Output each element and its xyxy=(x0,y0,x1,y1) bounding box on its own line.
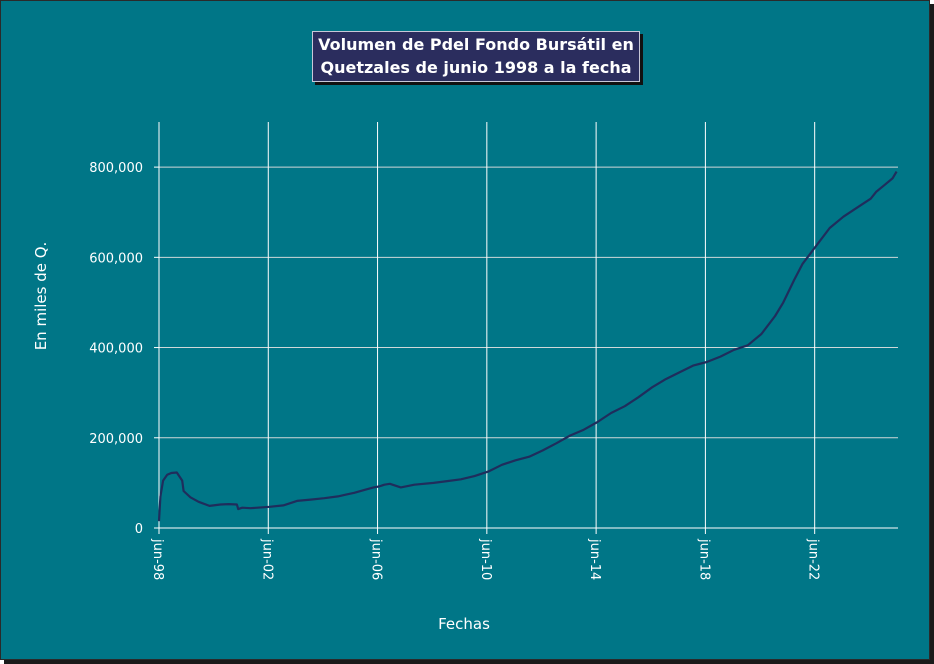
chart-title-line-2: Quetzales de junio 1998 a la fecha xyxy=(320,58,632,77)
y-tick-labels: 0 200,000 400,000 600,000 800,000 xyxy=(89,161,143,537)
x-tick-label: jun-98 xyxy=(150,538,165,580)
series-layer xyxy=(157,171,898,522)
y-tick-label: 200,000 xyxy=(89,432,143,447)
x-tick-label: jun-10 xyxy=(478,538,493,580)
grid-lines xyxy=(159,122,898,528)
chart-title: Volumen de Pdel Fondo Bursátil en Quetza… xyxy=(312,31,640,82)
y-tick-label: 600,000 xyxy=(89,251,143,266)
x-tick-label: jun-06 xyxy=(369,538,384,580)
x-tick-label: jun-14 xyxy=(587,538,602,580)
y-tick-label: 800,000 xyxy=(89,161,143,176)
y-tick-label: 0 xyxy=(135,522,143,537)
x-tick-label: jun-02 xyxy=(259,538,274,580)
y-axis-label: En miles de Q. xyxy=(32,242,50,351)
x-axis-label: Fechas xyxy=(438,615,490,633)
y-tick-label: 400,000 xyxy=(89,342,143,357)
x-tick-labels: jun-98 jun-02 jun-06 jun-10 jun-14 jun-18 jun-… xyxy=(150,538,821,580)
series-line xyxy=(157,171,898,522)
chart-title-line-1: Volumen de Pdel Fondo Bursátil en xyxy=(318,35,634,54)
x-tick-label: jun-18 xyxy=(696,538,711,580)
axes xyxy=(154,122,898,534)
x-tick-label: jun-22 xyxy=(806,538,821,580)
